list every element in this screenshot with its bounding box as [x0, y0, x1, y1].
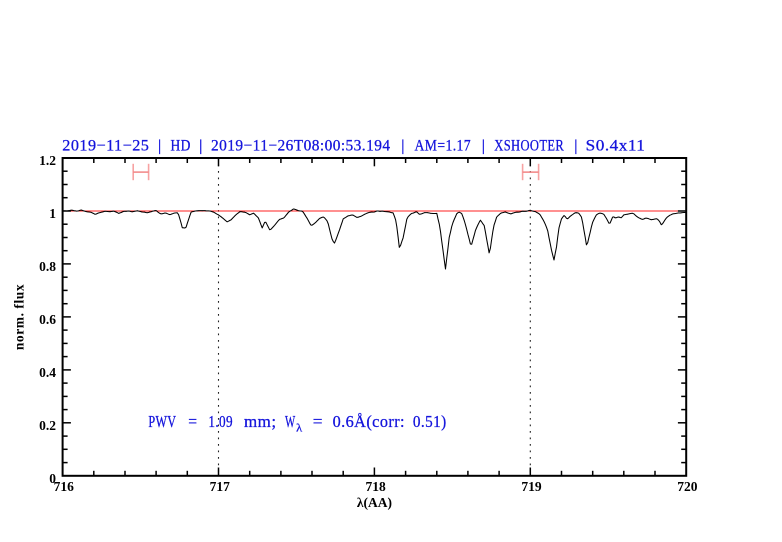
svg-text:719: 719: [521, 479, 542, 494]
svg-text:|: |: [199, 137, 203, 154]
svg-text:norm. flux: norm. flux: [12, 284, 27, 350]
svg-text:0.51): 0.51): [413, 412, 447, 431]
svg-text:mm;: mm;: [244, 412, 277, 431]
svg-text:=: =: [313, 412, 323, 431]
svg-text:HD: HD: [171, 137, 191, 154]
svg-text:718: 718: [365, 479, 386, 494]
svg-text:0.2: 0.2: [39, 418, 56, 433]
svg-text:λ: λ: [296, 420, 303, 434]
svg-text:W: W: [285, 412, 296, 431]
svg-text:0: 0: [49, 471, 56, 486]
svg-text:S0.4x11: S0.4x11: [586, 137, 646, 154]
svg-text:2019−11−26T08:00:53.194: 2019−11−26T08:00:53.194: [211, 137, 391, 154]
svg-text:0.6Å(corr:: 0.6Å(corr:: [333, 412, 405, 431]
svg-text:0.6: 0.6: [39, 312, 56, 327]
svg-text:|: |: [158, 137, 162, 154]
svg-text:2019−11−25: 2019−11−25: [62, 137, 149, 154]
svg-text:717: 717: [210, 479, 231, 494]
svg-text:λ(AA): λ(AA): [357, 495, 392, 510]
svg-text:PWV: PWV: [148, 412, 176, 431]
svg-text:1: 1: [49, 206, 56, 221]
svg-text:1.09: 1.09: [208, 412, 233, 431]
svg-text:XSHOOTER: XSHOOTER: [494, 137, 564, 154]
svg-text:720: 720: [677, 479, 698, 494]
svg-text:AM=1.17: AM=1.17: [415, 137, 472, 154]
svg-text:|: |: [574, 137, 578, 154]
svg-text:|: |: [482, 137, 486, 154]
svg-text:=: =: [188, 412, 197, 431]
svg-text:1.2: 1.2: [39, 153, 56, 168]
svg-text:0.8: 0.8: [39, 259, 56, 274]
svg-text:0.4: 0.4: [39, 365, 56, 380]
svg-text:|: |: [401, 137, 405, 154]
svg-text:716: 716: [54, 479, 75, 494]
